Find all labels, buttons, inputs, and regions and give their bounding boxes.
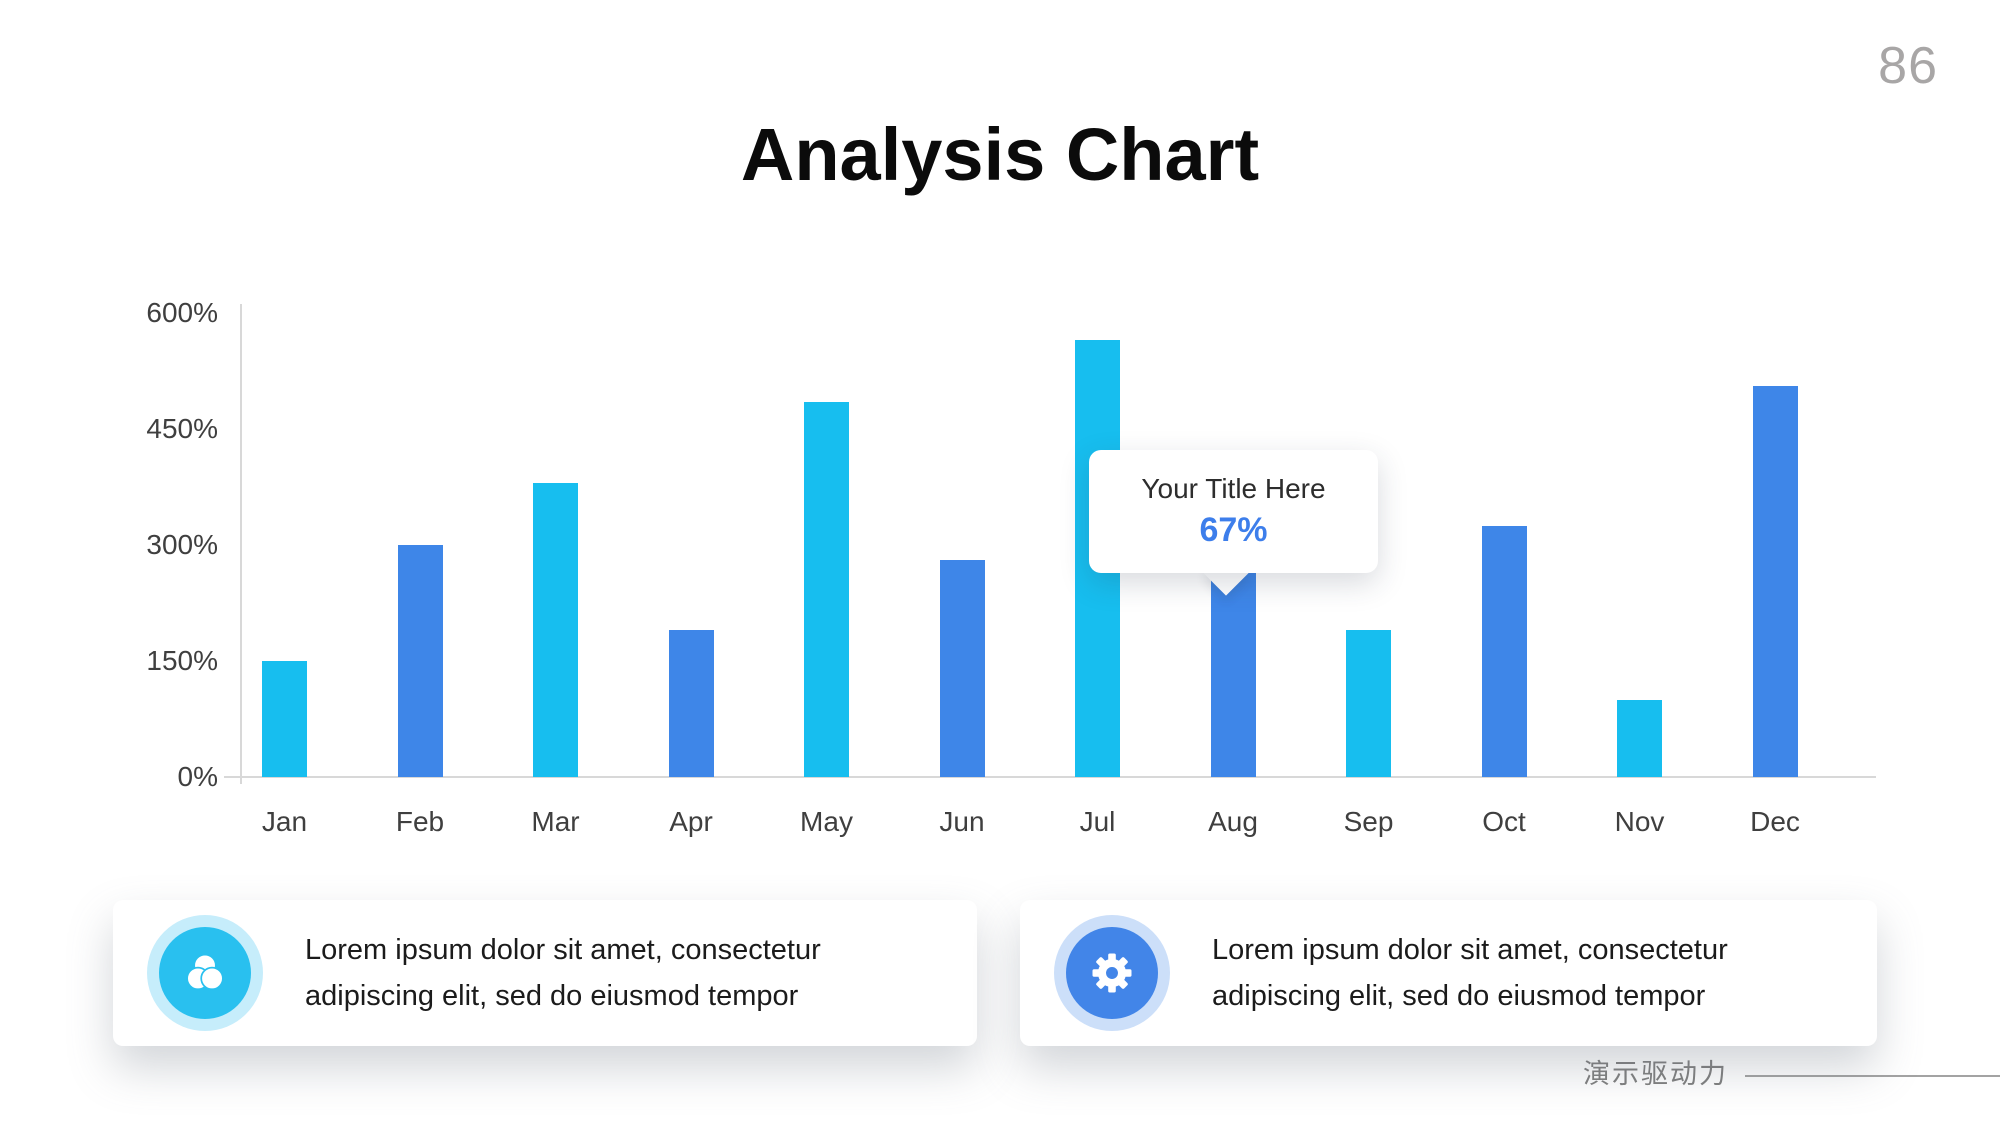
bar-dec[interactable] (1752, 386, 1798, 777)
x-label-dec: Dec (1750, 806, 1800, 837)
x-label-sep: Sep (1343, 806, 1394, 837)
watermark-line (1745, 1075, 2000, 1077)
tooltip-value: 67% (1199, 511, 1268, 549)
card-text-line: Lorem ipsum dolor sit amet, consectetur (305, 934, 821, 966)
bar-jan[interactable] (262, 661, 307, 777)
bar-oct[interactable] (1481, 526, 1527, 777)
watermark-text: 演示驱动力 (1583, 1059, 1728, 1089)
color-blend-icon (147, 915, 263, 1031)
bar-nov[interactable] (1617, 700, 1662, 777)
tooltip-title: Your Title Here (1141, 473, 1326, 504)
chart-tooltip: Your Title Here 67% (1089, 450, 1378, 573)
bar-mar[interactable] (533, 483, 578, 777)
bar-feb[interactable] (397, 545, 443, 777)
bar-may[interactable] (804, 402, 849, 777)
y-tick-450: 450% (146, 413, 218, 444)
x-label-may: May (800, 806, 853, 837)
x-label-oct: Oct (1482, 806, 1526, 837)
bar-apr[interactable] (668, 630, 714, 777)
card-text-line: Lorem ipsum dolor sit amet, consectetur (1212, 934, 1728, 966)
x-label-aug: Aug (1208, 806, 1258, 837)
x-label-nov: Nov (1614, 806, 1665, 837)
card-text: Lorem ipsum dolor sit amet, consectetur … (305, 927, 821, 1019)
y-tick-150: 150% (146, 645, 218, 676)
bar-jun[interactable] (939, 560, 985, 777)
info-card-2: Lorem ipsum dolor sit amet, consectetur … (1020, 900, 1877, 1046)
x-label-mar: Mar (531, 806, 580, 837)
color-blend-glyph (186, 953, 224, 991)
card-text-line: adipiscing elit, sed do eiusmod tempor (1212, 980, 1706, 1012)
x-label-jul: Jul (1079, 806, 1116, 837)
card-text-line: adipiscing elit, sed do eiusmod tempor (305, 980, 799, 1012)
y-axis-line (240, 304, 242, 784)
y-tick-0: 0% (177, 761, 218, 792)
gear-icon (1054, 915, 1170, 1031)
bar-sep[interactable] (1346, 630, 1391, 777)
y-tick-600: 600% (146, 297, 218, 328)
gear-glyph (1092, 953, 1132, 993)
y-tick-300: 300% (146, 529, 218, 560)
x-axis-line (224, 776, 1876, 778)
x-label-jan: Jan (261, 806, 308, 837)
x-label-jun: Jun (939, 806, 985, 837)
page-number: 86 (1878, 37, 1938, 95)
page-title: Analysis Chart (740, 113, 1260, 196)
info-card-1: Lorem ipsum dolor sit amet, consectetur … (113, 900, 977, 1046)
card-text: Lorem ipsum dolor sit amet, consectetur … (1212, 927, 1728, 1019)
x-label-apr: Apr (669, 806, 713, 837)
x-label-feb: Feb (395, 806, 445, 837)
